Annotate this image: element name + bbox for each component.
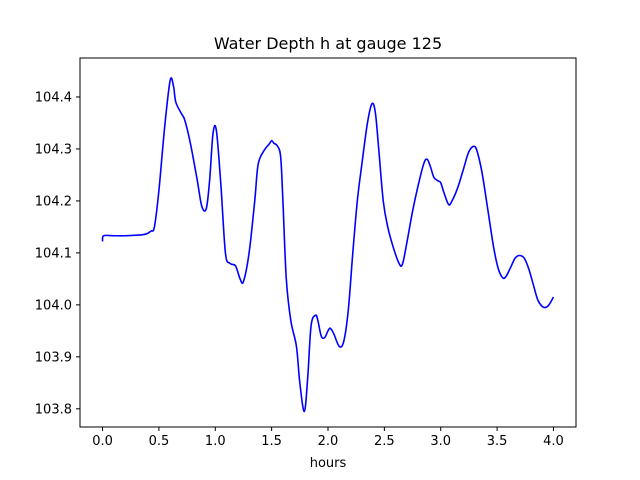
x-tick-label: 0.5	[149, 434, 170, 449]
y-tick-label: 104.0	[35, 298, 72, 313]
y-tick-label: 103.8	[35, 402, 72, 417]
x-tick-label: 0.0	[92, 434, 113, 449]
axes-frame	[79, 57, 577, 428]
x-tick-label: 3.0	[430, 434, 451, 449]
x-axis-label: hours	[310, 456, 347, 471]
x-axis: 0.0 0.5 1.0 1.5 2.0 2.5 3.0 3.5 4.0	[92, 427, 564, 449]
x-tick-label: 2.0	[318, 434, 339, 449]
y-axis: 103.8 103.9 104.0 104.1 104.2 104.3 104.4	[35, 90, 80, 417]
x-tick-label: 2.5	[374, 434, 395, 449]
chart-title: Water Depth h at gauge 125	[214, 34, 442, 53]
series-line-0	[101, 77, 555, 413]
x-tick-label: 4.0	[543, 434, 564, 449]
y-tick-label: 104.4	[35, 90, 72, 105]
x-tick-label: 1.0	[205, 434, 226, 449]
x-tick-label: 1.5	[261, 434, 282, 449]
y-tick-label: 104.3	[35, 142, 72, 157]
y-tick-label: 104.2	[35, 194, 72, 209]
y-tick-label: 104.1	[35, 246, 72, 261]
plot-area	[101, 77, 555, 413]
x-tick-label: 3.5	[487, 434, 508, 449]
y-tick-label: 103.9	[35, 350, 72, 365]
